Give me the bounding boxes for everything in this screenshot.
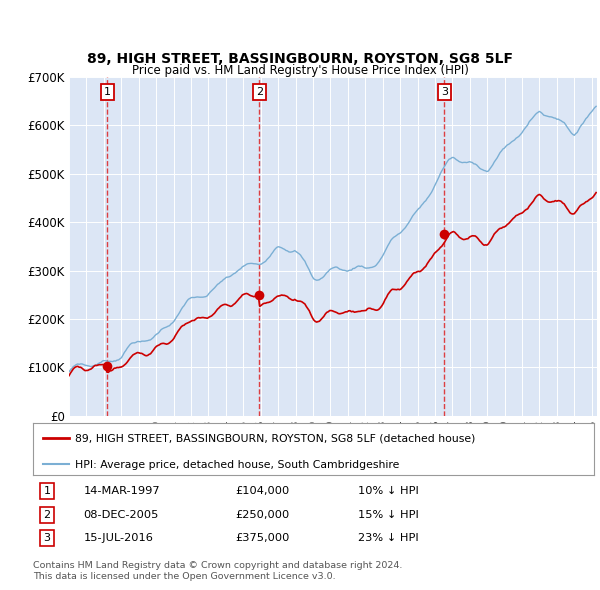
Text: 1: 1 (104, 87, 110, 97)
Text: 08-DEC-2005: 08-DEC-2005 (83, 510, 159, 520)
Text: 89, HIGH STREET, BASSINGBOURN, ROYSTON, SG8 5LF: 89, HIGH STREET, BASSINGBOURN, ROYSTON, … (87, 52, 513, 66)
Text: 2: 2 (43, 510, 50, 520)
Text: 3: 3 (441, 87, 448, 97)
Text: 10% ↓ HPI: 10% ↓ HPI (358, 486, 419, 496)
Text: HPI: Average price, detached house, South Cambridgeshire: HPI: Average price, detached house, Sout… (75, 460, 400, 470)
Text: 15-JUL-2016: 15-JUL-2016 (83, 533, 154, 543)
Text: 3: 3 (44, 533, 50, 543)
Text: £375,000: £375,000 (235, 533, 289, 543)
Text: 1: 1 (44, 486, 50, 496)
Text: 2: 2 (256, 87, 263, 97)
Text: 89, HIGH STREET, BASSINGBOURN, ROYSTON, SG8 5LF (detached house): 89, HIGH STREET, BASSINGBOURN, ROYSTON, … (75, 434, 475, 444)
Text: This data is licensed under the Open Government Licence v3.0.: This data is licensed under the Open Gov… (33, 572, 335, 581)
Text: 15% ↓ HPI: 15% ↓ HPI (358, 510, 419, 520)
Text: 14-MAR-1997: 14-MAR-1997 (83, 486, 160, 496)
Text: Price paid vs. HM Land Registry's House Price Index (HPI): Price paid vs. HM Land Registry's House … (131, 64, 469, 77)
Text: £104,000: £104,000 (235, 486, 289, 496)
Text: Contains HM Land Registry data © Crown copyright and database right 2024.: Contains HM Land Registry data © Crown c… (33, 560, 403, 569)
Text: £250,000: £250,000 (235, 510, 289, 520)
Text: 23% ↓ HPI: 23% ↓ HPI (358, 533, 419, 543)
